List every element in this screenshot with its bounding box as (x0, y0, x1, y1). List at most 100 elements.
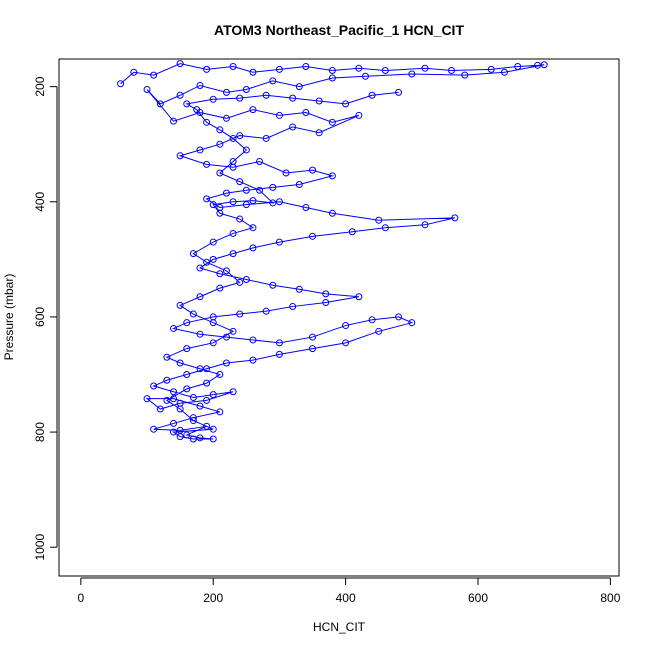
data-point (448, 67, 456, 75)
data-point (262, 307, 270, 315)
data-point (196, 146, 204, 154)
data-point (262, 134, 270, 142)
data-point (170, 428, 178, 436)
data-point (222, 189, 230, 197)
data-point (295, 285, 303, 293)
data-point (302, 62, 310, 70)
data-point (216, 126, 224, 134)
data-point (209, 319, 217, 327)
data-point (289, 123, 297, 131)
data-point (216, 270, 224, 278)
data-point (461, 71, 469, 79)
data-point (143, 395, 151, 403)
y-tick-label: 1000 (33, 534, 47, 561)
data-point (275, 111, 283, 119)
data-point (275, 238, 283, 246)
data-point (189, 417, 197, 425)
data-point (236, 94, 244, 102)
data-point (355, 64, 363, 72)
data-point (242, 201, 250, 209)
data-point (229, 229, 237, 237)
data-point (249, 336, 257, 344)
data-point (216, 209, 224, 217)
data-point (315, 97, 323, 105)
data-point (189, 250, 197, 258)
data-point (236, 278, 244, 286)
data-point (203, 195, 211, 203)
data-point (361, 72, 369, 80)
data-point (156, 100, 164, 108)
data-point (209, 435, 217, 443)
data-point (229, 157, 237, 165)
data-point (289, 94, 297, 102)
data-point (222, 359, 230, 367)
data-point (203, 365, 211, 373)
data-point (196, 81, 204, 89)
data-point (309, 232, 317, 240)
data-point (309, 166, 317, 174)
data-point (163, 353, 171, 361)
x-tick-label: 0 (78, 591, 85, 605)
data-point (342, 322, 350, 330)
x-axis-label: HCN_CIT (313, 620, 366, 634)
data-point (269, 199, 277, 207)
data-point (229, 134, 237, 142)
x-tick-label: 200 (203, 591, 223, 605)
data-point (222, 333, 230, 341)
data-point (183, 431, 191, 439)
data-point (229, 250, 237, 258)
data-point (375, 216, 383, 224)
data-point (408, 70, 416, 78)
data-point (381, 224, 389, 232)
data-point (209, 95, 217, 103)
data-point (196, 264, 204, 272)
data-point (163, 376, 171, 384)
data-point (322, 290, 330, 298)
data-point (249, 106, 257, 114)
data-point (395, 313, 403, 321)
data-point (216, 169, 224, 177)
data-point (236, 215, 244, 223)
series-0 (117, 60, 548, 443)
data-point (222, 114, 230, 122)
data-point (150, 71, 158, 79)
data-point (540, 61, 548, 69)
data-point (117, 80, 125, 88)
data-point (236, 310, 244, 318)
data-point (275, 65, 283, 73)
data-point (295, 83, 303, 91)
y-tick-label: 200 (33, 76, 47, 96)
data-point (196, 330, 204, 338)
data-point (183, 345, 191, 353)
data-point (176, 60, 184, 68)
data-point (242, 146, 250, 154)
data-point (183, 371, 191, 378)
data-point (315, 129, 323, 137)
data-point (309, 345, 317, 353)
y-axis: 200 400 600 800 1000 (33, 76, 58, 561)
data-point (203, 379, 211, 387)
data-point (229, 198, 237, 206)
data-point (269, 183, 277, 191)
data-point (421, 64, 429, 72)
data-point (203, 258, 211, 266)
y-axis-label: Pressure (mbar) (2, 274, 16, 361)
data-point (275, 339, 283, 347)
data-point (322, 299, 330, 307)
data-point (150, 382, 158, 390)
data-point (203, 396, 211, 404)
data-point (196, 402, 204, 410)
chart-title: ATOM3 Northeast_Pacific_1 HCN_CIT (214, 22, 464, 38)
data-point (381, 67, 389, 75)
data-point (150, 425, 158, 433)
data-point (342, 100, 350, 108)
data-point (216, 284, 224, 292)
data-point (534, 61, 542, 69)
data-point (209, 238, 217, 246)
data-point (249, 224, 257, 232)
data-point (209, 425, 217, 433)
data-point (189, 414, 197, 422)
series-line (120, 63, 545, 440)
data-point (256, 157, 264, 165)
